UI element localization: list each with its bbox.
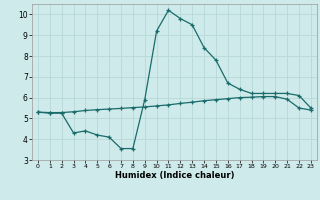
X-axis label: Humidex (Indice chaleur): Humidex (Indice chaleur) xyxy=(115,171,234,180)
